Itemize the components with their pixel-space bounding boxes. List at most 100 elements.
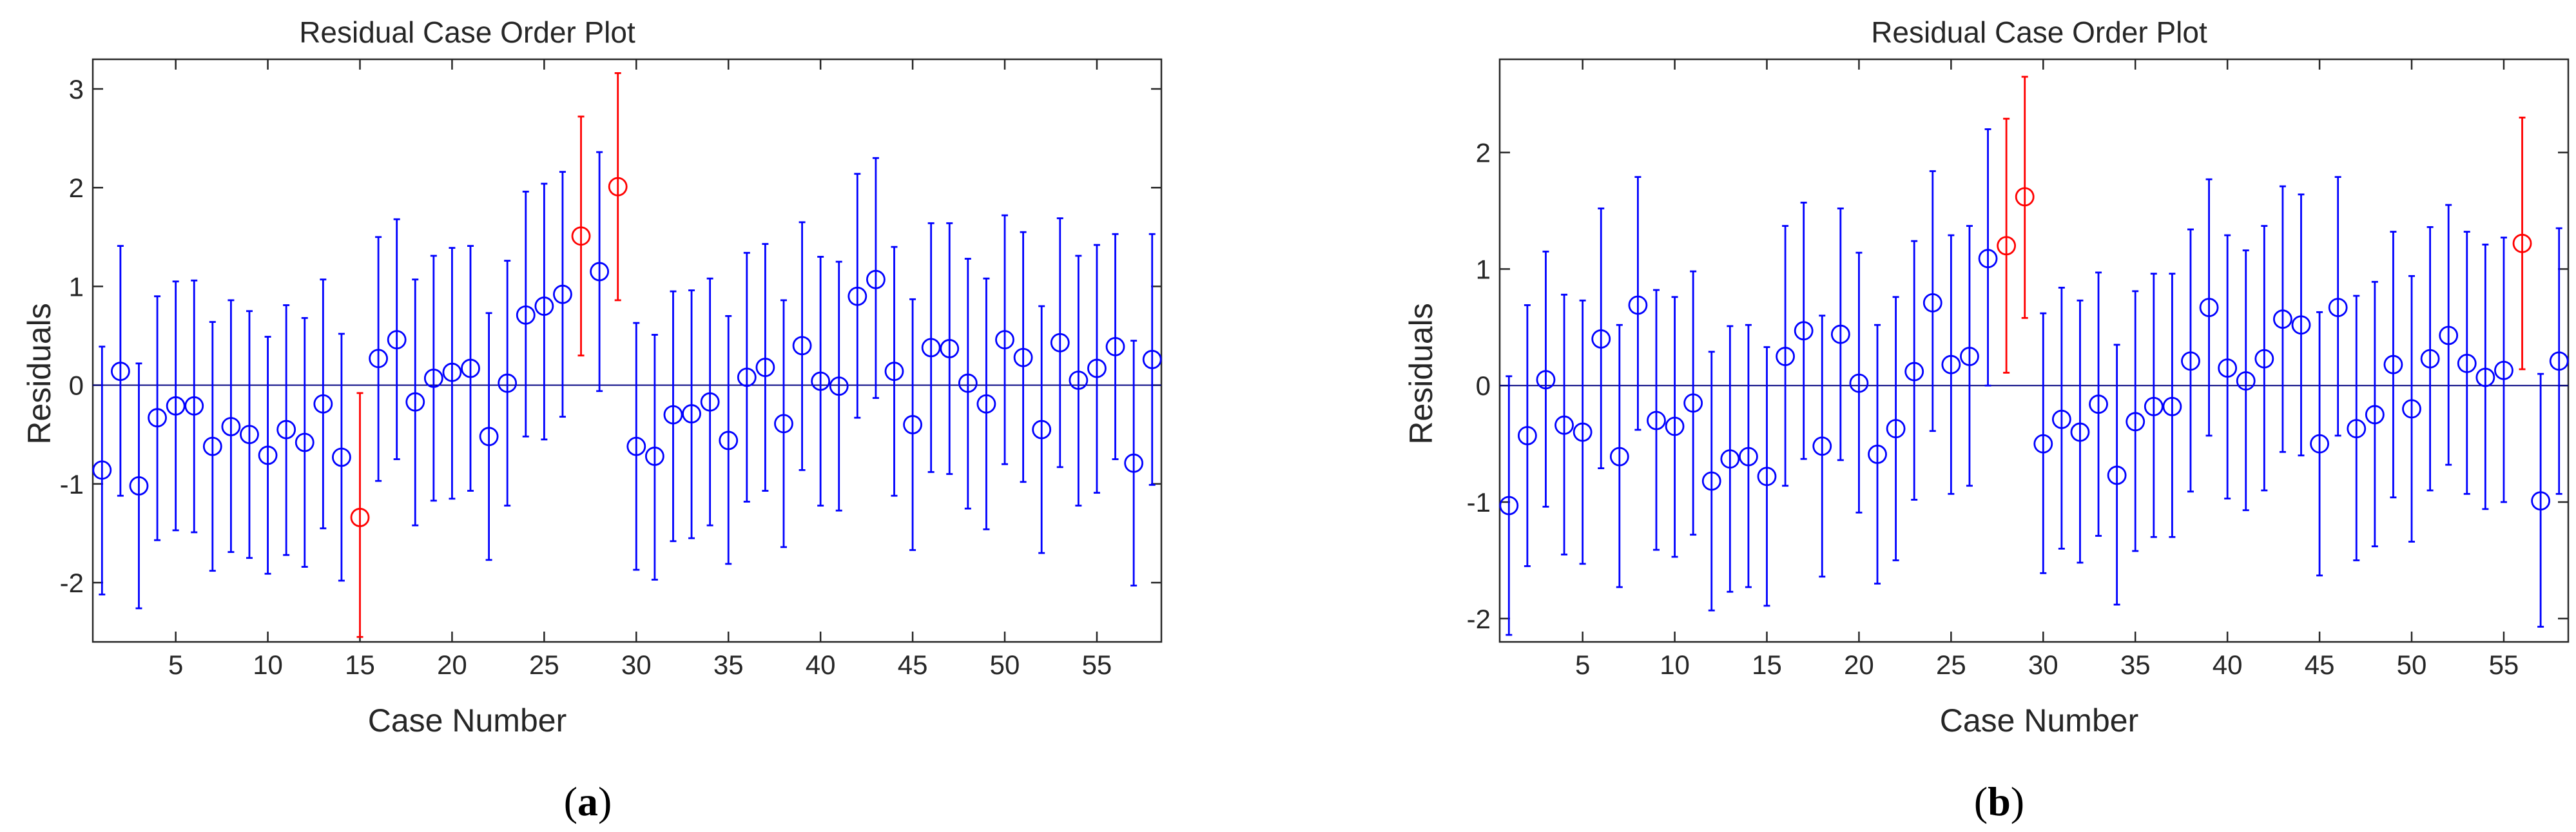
x-tick-label: 45: [898, 650, 928, 680]
y-tick-label: 0: [1476, 371, 1491, 401]
residual-point: [644, 447, 664, 466]
x-axis-label: Case Number: [368, 702, 567, 739]
residual-point: [2383, 354, 2403, 374]
residual-point: [1941, 354, 1961, 374]
y-tick-label: 2: [1476, 138, 1491, 168]
residual-point: [1142, 349, 1162, 369]
outlier-point: [2512, 233, 2532, 253]
y-tick-label: -2: [60, 568, 84, 598]
x-tick-label: 35: [2120, 650, 2151, 680]
residual-point: [1536, 370, 1556, 390]
residual-point: [1701, 471, 1721, 491]
y-tick-label: 3: [69, 74, 84, 104]
data-marks: [1499, 75, 2569, 636]
residual-point: [2475, 367, 2495, 387]
residual-point: [2254, 349, 2274, 369]
plot-area-frame: [1498, 58, 2570, 643]
residual-point: [1069, 371, 1089, 390]
x-tick-label: 25: [529, 650, 559, 680]
y-tick-label: 1: [1476, 254, 1491, 284]
residual-point: [1849, 373, 1869, 393]
y-tick-label: -1: [60, 469, 84, 499]
x-ticks: 5 10 15 20 25 30 35 40 45 50 55: [168, 59, 1112, 680]
x-tick-label: 30: [621, 650, 652, 680]
outlier-point: [608, 177, 628, 197]
residual-point: [1922, 293, 1942, 313]
panel-a: Residual Case Order Plot Residuals Case …: [21, 15, 1163, 824]
residual-point: [2420, 349, 2440, 369]
residual-point: [1794, 321, 1814, 341]
residual-point: [110, 362, 130, 382]
x-tick-label: 25: [1936, 650, 1966, 680]
residual-point: [442, 362, 462, 382]
residual-point: [2181, 351, 2200, 371]
residual-point: [884, 362, 904, 382]
residual-point: [258, 445, 278, 465]
residual-point: [2236, 371, 2256, 391]
residual-point: [2273, 309, 2292, 329]
plot-area-frame: [92, 58, 1163, 643]
residual-point: [498, 373, 518, 393]
y-tick-label: -1: [1467, 487, 1491, 518]
x-tick-label: 50: [990, 650, 1020, 680]
residual-point: [1124, 453, 1144, 473]
residual-point: [1573, 422, 1593, 442]
outlier-point: [350, 508, 370, 527]
residual-point: [1776, 347, 1795, 366]
residual-point: [829, 376, 849, 396]
residual-point: [2310, 434, 2329, 454]
data-marks: [92, 72, 1162, 638]
residual-point: [663, 405, 683, 425]
x-tick-label: 35: [713, 650, 744, 680]
residual-point: [1591, 329, 1611, 349]
residual-point: [148, 408, 167, 428]
residual-point: [2051, 409, 2071, 429]
residual-point: [1032, 420, 1052, 440]
residual-point: [2162, 396, 2182, 416]
residual-point: [682, 404, 701, 423]
residual-point: [2218, 358, 2238, 378]
residual-point: [1960, 347, 1979, 366]
residual-point: [2089, 394, 2108, 414]
x-tick-label: 10: [1660, 650, 1690, 680]
y-axis-label: Residuals: [21, 303, 57, 445]
residual-point: [847, 286, 867, 306]
x-tick-label: 55: [1082, 650, 1112, 680]
x-tick-label: 30: [2028, 650, 2058, 680]
x-tick-label: 55: [2489, 650, 2519, 680]
residual-point: [1013, 347, 1033, 367]
x-tick-label: 20: [1844, 650, 1874, 680]
panel-b: Residual Case Order Plot Residuals Case …: [1403, 15, 2570, 824]
residual-point: [332, 447, 351, 467]
residual-point: [221, 417, 241, 436]
y-ticks: -2 -1 0 1 2: [1467, 138, 2568, 634]
residual-point: [2439, 325, 2459, 345]
residual-point: [387, 330, 407, 350]
y-tick-label: 2: [69, 173, 84, 203]
outlier-point: [571, 226, 591, 246]
residual-point: [1050, 333, 1070, 353]
residual-point: [423, 369, 443, 388]
residual-point: [2199, 298, 2219, 318]
residual-point: [295, 432, 315, 452]
residual-point: [184, 396, 204, 416]
outlier-point: [1997, 236, 2017, 256]
residual-point: [313, 394, 333, 414]
residual-point: [1978, 249, 1998, 269]
residual-point: [2347, 419, 2367, 439]
residual-point: [1720, 449, 1740, 469]
residual-point: [553, 284, 572, 304]
residual-point: [1868, 445, 1887, 464]
panel-caption-b: (b): [1974, 779, 2024, 824]
chart-title: Residual Case Order Plot: [299, 15, 635, 49]
residual-point: [2494, 360, 2513, 380]
residual-point: [240, 425, 259, 445]
y-axis-label: Residuals: [1403, 303, 1439, 445]
residual-point: [2291, 315, 2311, 335]
residual-point: [1087, 358, 1107, 378]
x-tick-label: 40: [806, 650, 836, 680]
residual-point: [1628, 295, 1648, 315]
residual-point: [92, 460, 112, 480]
residual-point: [1739, 447, 1758, 467]
